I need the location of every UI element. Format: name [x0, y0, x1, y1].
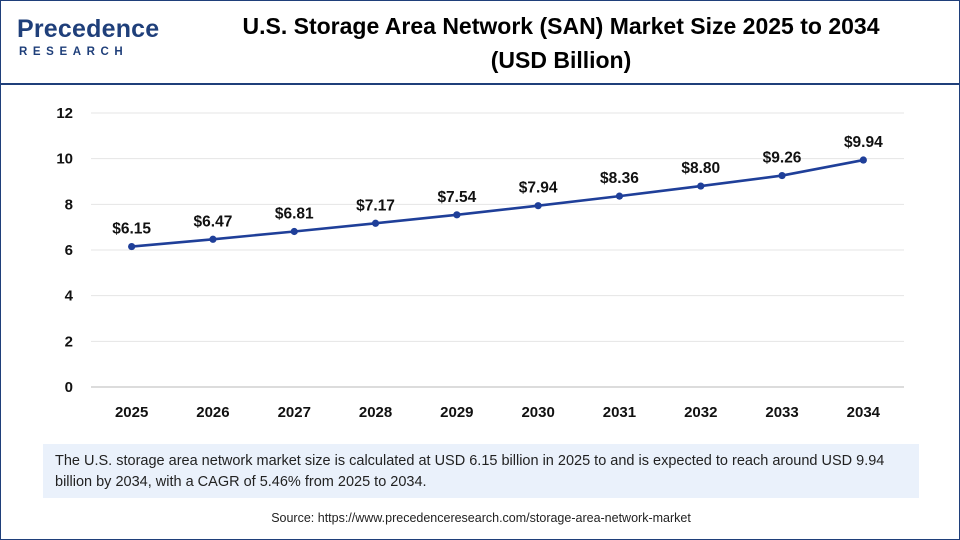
data-point: [128, 242, 136, 251]
x-tick-label: 2031: [603, 404, 636, 421]
y-axis-ticks: 0 2 4 6 8 10 12: [56, 105, 73, 396]
x-tick-label: 2026: [196, 404, 229, 421]
y-tick-label: 2: [65, 333, 73, 350]
data-point: [615, 192, 624, 200]
data-label: $8.36: [600, 170, 639, 187]
data-label: $7.94: [519, 180, 558, 197]
brand-name: Precedence: [17, 15, 160, 43]
header: Precedence RESEARCH U.S. Storage Area Ne…: [1, 1, 959, 85]
data-point: [697, 182, 705, 190]
data-label: $6.15: [112, 221, 151, 238]
y-tick-label: 10: [56, 151, 73, 168]
x-axis-ticks: 2025 2026 2027 2028 2029 2030 2031 2032 2033 2034: [115, 404, 881, 421]
data-point: [534, 202, 542, 210]
data-label: $6.81: [275, 206, 314, 223]
x-tick-label: 2029: [440, 404, 473, 421]
data-label: $9.94: [844, 134, 883, 151]
data-label: $8.80: [681, 160, 720, 177]
data-point: [209, 235, 217, 243]
y-tick-label: 8: [65, 196, 73, 213]
series-line: [131, 158, 864, 248]
x-tick-label: 2027: [278, 404, 311, 421]
source-text: Source: https://www.precedenceresearch.c…: [271, 511, 691, 525]
y-tick-label: 12: [56, 105, 73, 122]
data-point: [371, 219, 380, 227]
data-point: [453, 211, 461, 219]
x-tick-label: 2028: [359, 404, 392, 421]
x-tick-label: 2033: [765, 404, 798, 421]
brand-logo: Precedence RESEARCH: [17, 15, 167, 65]
chart-title: U.S. Storage Area Network (SAN) Market S…: [201, 9, 921, 77]
data-point: [859, 156, 867, 164]
brand-subname: RESEARCH: [19, 46, 129, 58]
data-labels: $6.15 $6.47 $6.81 $7.17 $7.54 $7.94 $8.36 $8.80…: [112, 134, 883, 238]
y-tick-label: 4: [65, 288, 74, 305]
y-tick-label: 6: [65, 242, 73, 259]
x-tick-label: 2032: [684, 404, 717, 421]
chart-title-line1: U.S. Storage Area Network (SAN) Market S…: [242, 13, 880, 39]
data-label: $6.47: [194, 213, 233, 230]
x-tick-label: 2030: [521, 404, 554, 421]
y-tick-label: 0: [65, 379, 73, 396]
series-market-size: [128, 156, 867, 251]
grid-lines: [91, 112, 904, 388]
x-tick-label: 2034: [847, 404, 881, 421]
summary-text: The U.S. storage area network market siz…: [43, 444, 919, 498]
data-point: [290, 227, 298, 236]
data-label: $9.26: [763, 150, 802, 167]
x-tick-label: 2025: [115, 404, 148, 421]
data-label: $7.17: [356, 197, 395, 214]
chart-title-line2: (USD Billion): [490, 47, 632, 73]
data-label: $7.54: [437, 189, 476, 206]
data-point: [778, 171, 786, 180]
